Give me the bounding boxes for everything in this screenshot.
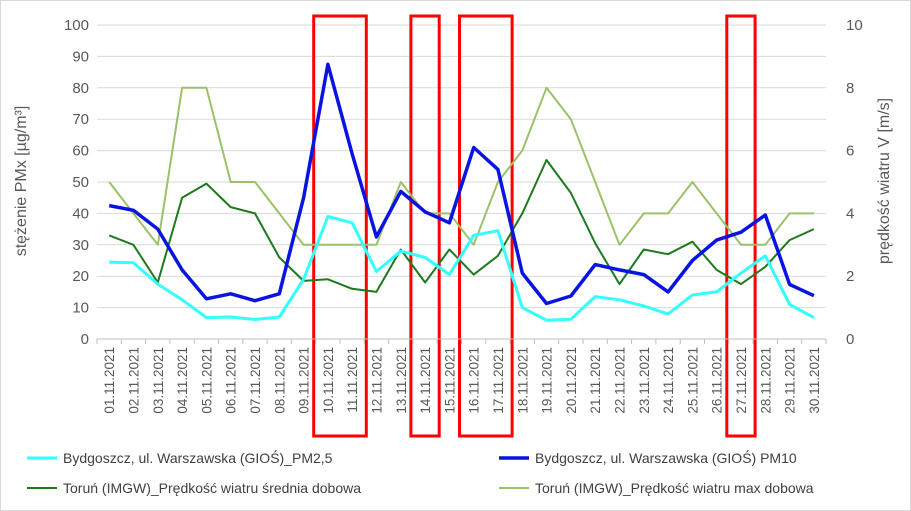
- x-tick-label: 27.11.2021: [734, 347, 749, 414]
- x-tick-label: 25.11.2021: [685, 347, 700, 414]
- y-tick-label-left: 60: [72, 143, 89, 160]
- x-tick-label: 21.11.2021: [588, 347, 603, 414]
- x-tick-label: 11.11.2021: [345, 347, 360, 413]
- y-tick-label-left: 90: [72, 48, 89, 65]
- y-axis-title-right: prędkość wiatru V [m/s]: [876, 98, 893, 264]
- x-tick-label: 03.11.2021: [151, 347, 166, 414]
- x-tick-label: 22.11.2021: [612, 347, 627, 414]
- y-tick-label-left: 30: [72, 237, 89, 254]
- legend-label-3: Toruń (IMGW)_Prędkość wiatru średnia dob…: [63, 480, 361, 496]
- x-tick-label: 05.11.2021: [199, 347, 214, 414]
- x-tick-label: 02.11.2021: [126, 347, 141, 414]
- x-tick-label: 15.11.2021: [442, 347, 457, 414]
- y-tick-label-left: 100: [64, 17, 89, 34]
- x-tick-label: 06.11.2021: [224, 347, 239, 414]
- legend-label-2: Bydgoszcz, ul. Warszawska (GIOŚ) PM10: [535, 449, 797, 466]
- legend-label-1: Bydgoszcz, ul. Warszawska (GIOŚ)_PM2,5: [63, 449, 333, 466]
- y-tick-label-left: 50: [72, 174, 89, 191]
- y-tick-label-left: 10: [72, 300, 89, 317]
- y-tick-label-right: 10: [846, 17, 863, 34]
- y-tick-label-right: 0: [846, 331, 854, 348]
- series-lines: [108, 62, 815, 322]
- x-tick-label: 30.11.2021: [807, 347, 822, 414]
- x-tick-label: 07.11.2021: [248, 347, 263, 414]
- y-tick-label-right: 6: [846, 143, 854, 160]
- highlight-box-1: [312, 14, 368, 438]
- y-tick-label-left: 20: [72, 268, 89, 285]
- x-tick-label: 24.11.2021: [661, 347, 676, 414]
- x-tick-label: 16.11.2021: [467, 347, 482, 414]
- y-axis-title-left: stężenie PMx [µg/m³]: [13, 106, 30, 257]
- y-tick-label-left: 0: [81, 331, 89, 348]
- legend-label-4: Toruń (IMGW)_Prędkość wiatru max dobowa: [535, 480, 814, 496]
- x-tick-label: 23.11.2021: [637, 347, 652, 414]
- y-tick-label-left: 70: [72, 111, 89, 128]
- x-tick-label: 01.11.2021: [102, 347, 117, 414]
- x-tick-label: 17.11.2021: [491, 347, 506, 414]
- x-tick-label: 04.11.2021: [175, 347, 190, 414]
- series-line-1: [109, 215, 815, 322]
- x-tick-label: 18.11.2021: [515, 347, 530, 414]
- x-tick-label: 09.11.2021: [297, 347, 312, 414]
- y-tick-label-left: 80: [72, 80, 89, 97]
- x-tick-label: 29.11.2021: [783, 347, 798, 414]
- x-tick-label: 12.11.2021: [369, 347, 384, 414]
- axes: 0 10 20 30 40 50 60 70 80 90 100 0 2 4 6 8 10 01.11.2021 0…: [64, 17, 863, 414]
- y-tick-label-right: 2: [846, 268, 854, 285]
- x-tick-label: 26.11.2021: [710, 347, 725, 414]
- highlight-box-2: [409, 14, 441, 438]
- y-tick-label-right: 4: [846, 205, 854, 222]
- x-tick-label: 19.11.2021: [540, 347, 555, 414]
- series-line-2: [108, 62, 815, 306]
- x-tick-label: 08.11.2021: [272, 347, 287, 414]
- x-tick-label: 28.11.2021: [758, 347, 773, 414]
- x-tick-label: 20.11.2021: [564, 347, 579, 414]
- y-tick-label-left: 40: [72, 205, 89, 222]
- y-tick-label-right: 8: [846, 80, 854, 97]
- series-line-3: [108, 159, 815, 293]
- x-tick-label: 14.11.2021: [418, 347, 433, 414]
- series-line-4: [108, 86, 814, 246]
- legend: Bydgoszcz, ul. Warszawska (GIOŚ)_PM2,5 By…: [27, 449, 814, 496]
- x-tick-label: 13.11.2021: [394, 347, 409, 414]
- x-tick-label: 10.11.2021: [321, 347, 336, 414]
